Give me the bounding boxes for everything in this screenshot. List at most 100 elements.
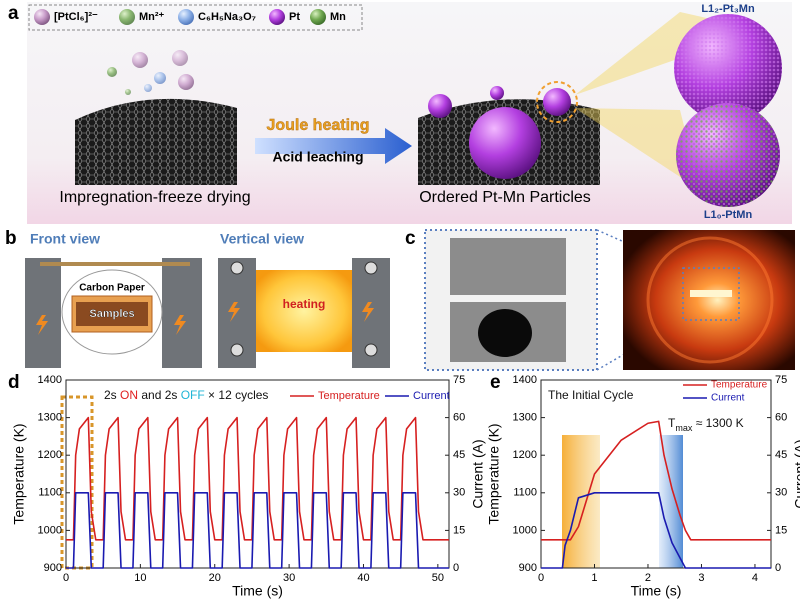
annotation-part: ≈ 1300 K: [692, 416, 743, 430]
y-tick-label: 1300: [513, 412, 537, 424]
legend-box: [28, 4, 363, 31]
phase-label: L1₀-PtMn: [704, 209, 753, 221]
bolt-icon: [174, 315, 186, 335]
heated-paper: [256, 270, 352, 352]
view-label: Vertical view: [220, 231, 304, 247]
panel-b: b Front view Vertical view Carbon Paper …: [5, 228, 390, 368]
annotation-part: T: [668, 416, 676, 430]
electrode: [25, 258, 61, 368]
particle: [490, 86, 504, 100]
screw: [364, 343, 378, 357]
process-arrow: [255, 128, 412, 164]
annotation-part: × 12 cycles: [205, 388, 269, 402]
y-tick-label: 1300: [38, 412, 62, 424]
y-tick-label: 900: [44, 562, 62, 574]
panel-a: a [PtCl₆]²⁻ Mn²⁺ C₆H₅Na₃O₇ Pt Mn Impregn…: [8, 2, 792, 224]
screw: [230, 343, 244, 357]
x-tick-label: 3: [698, 572, 704, 584]
cooling-phase-shade: [659, 435, 683, 568]
zoom-line: [596, 229, 684, 269]
x-tick-label: 20: [209, 572, 221, 584]
panel-c: c: [405, 228, 795, 371]
legend-icon: [269, 9, 285, 25]
x-tick-label: 50: [432, 572, 444, 584]
screw: [230, 261, 244, 275]
data-line: [66, 492, 449, 569]
inset-label: Carbon Paper: [79, 283, 145, 294]
zoom-cone: [575, 108, 700, 190]
y-axis-label: Temperature (K): [486, 423, 502, 524]
x-tick-label: 30: [283, 572, 295, 584]
screw: [364, 261, 378, 275]
y2-tick-label: 75: [453, 374, 465, 386]
phase-label: L1₂-Pt₃Mn: [701, 3, 755, 15]
zoom-line: [596, 319, 684, 371]
particle: [154, 72, 166, 84]
particle: [107, 67, 117, 77]
step-label: Ordered Pt-Mn Particles: [419, 189, 591, 206]
crystal-texture: [676, 103, 780, 207]
legend-text: [PtCl₆]²⁻: [54, 11, 98, 23]
legend-label: Temperature: [711, 380, 768, 391]
panel-label: d: [8, 372, 20, 393]
legend-icon: [178, 9, 194, 25]
inset-label: Samples: [89, 308, 134, 320]
legend-icon: [310, 9, 326, 25]
precursor-particles: [107, 50, 194, 95]
plot-frame: [65, 379, 450, 569]
electrode: [162, 258, 202, 368]
highlight-box: [60, 395, 94, 570]
y-axis-label: Temperature (K): [11, 423, 27, 524]
annotation-part: OFF: [181, 388, 205, 402]
glowing-sample: [690, 290, 732, 297]
particle: [125, 89, 131, 95]
y2-tick-label: 15: [775, 524, 787, 536]
y-tick-label: 1400: [38, 374, 62, 386]
annotation-part: max: [675, 423, 693, 433]
y-tick-label: 900: [519, 562, 537, 574]
legend-text: C₆H₅Na₃O₇: [198, 11, 256, 23]
carbon-paper: [40, 262, 190, 266]
y2-tick-label: 30: [453, 487, 465, 499]
annotation-part: ON: [120, 388, 138, 402]
particle: [132, 52, 148, 68]
legend-text: Pt: [289, 11, 300, 23]
y-tick-label: 1400: [513, 374, 537, 386]
highlight-circle: [536, 81, 578, 123]
y-tick-label: 1200: [513, 449, 537, 461]
y-tick-label: 1000: [38, 524, 62, 536]
bolt-icon: [362, 302, 374, 322]
chart: d 900 1000 1100 1200 1300 1400 0 15 30 45 60 75 0 10 20…: [8, 372, 486, 599]
y2-tick-label: 0: [775, 562, 781, 574]
annotation: Tmax ≈ 1300 K: [668, 416, 744, 433]
particle: [144, 84, 152, 92]
y2-tick-label: 45: [453, 449, 465, 461]
y2-tick-label: 75: [775, 374, 787, 386]
y-tick-label: 1100: [38, 487, 62, 499]
zoom-box: [682, 267, 740, 321]
carbon-paper-photo: [450, 238, 566, 295]
y-tick-label: 1200: [38, 449, 62, 461]
legend-text: Mn²⁺: [139, 11, 165, 23]
legend-label: Current: [711, 393, 745, 404]
arrow-label: Joule heating: [266, 117, 369, 134]
y2-tick-label: 60: [453, 412, 465, 424]
panel-label: b: [5, 228, 17, 249]
x-tick-label: 0: [63, 572, 69, 584]
particle: [178, 74, 194, 90]
annotation: The Initial Cycle: [548, 388, 634, 402]
particle: [469, 107, 541, 179]
data-line: [66, 416, 449, 541]
particle: [172, 50, 188, 66]
panel-label: e: [490, 372, 501, 393]
chamber-window: [646, 236, 774, 364]
plot-frame: [540, 379, 772, 569]
y2-tick-label: 45: [775, 449, 787, 461]
annotation-part: 2s: [104, 388, 120, 402]
legend-text: Mn: [330, 11, 346, 23]
legend-icon: [34, 9, 50, 25]
x-tick-label: 1: [591, 572, 597, 584]
y2-tick-label: 0: [453, 562, 459, 574]
